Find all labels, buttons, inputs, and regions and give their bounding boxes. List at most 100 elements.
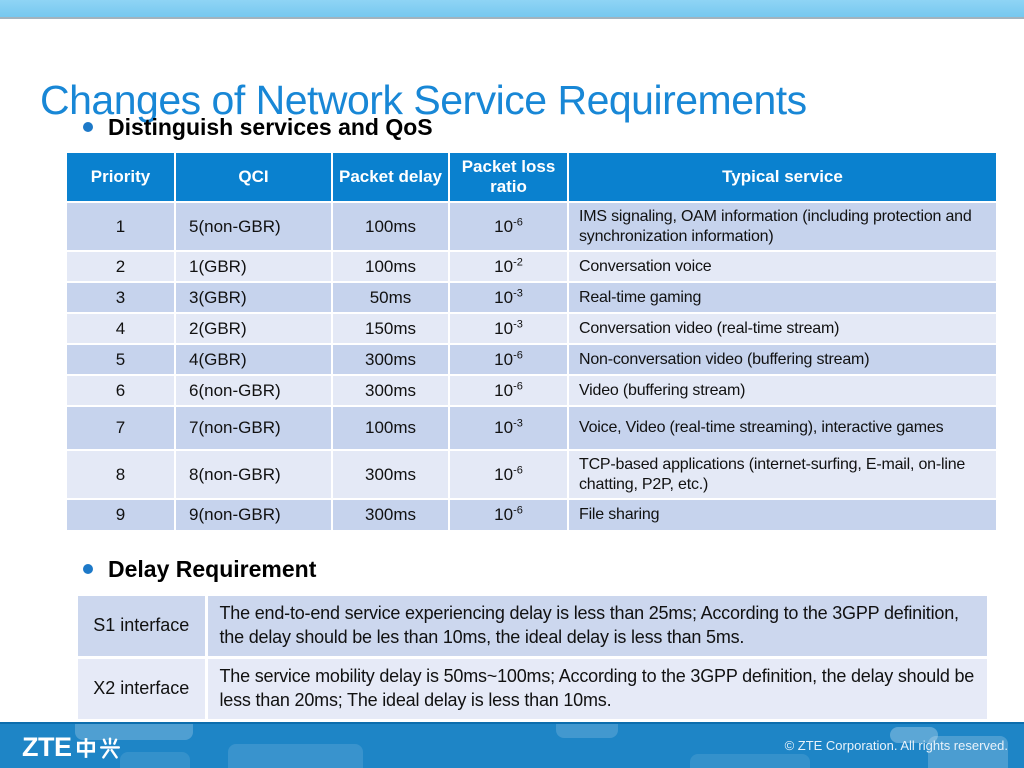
qos-cell-priority: 5	[66, 343, 176, 376]
qos-cell-delay: 300ms	[331, 343, 450, 376]
loss-exponent: -2	[513, 255, 523, 268]
qos-cell-delay: 300ms	[331, 498, 450, 531]
qos-cell-delay: 100ms	[331, 405, 450, 451]
qos-table-row: 5 4(GBR) 300ms 10-6 Non-conversation video (…	[66, 343, 997, 376]
qos-cell-service: Voice, Video (real-time streaming), inte…	[567, 405, 997, 451]
footer-decoration	[228, 744, 363, 768]
qos-cell-qci: 8(non-GBR)	[174, 449, 333, 500]
qos-cell-qci: 9(non-GBR)	[174, 498, 333, 531]
qos-cell-service: Non-conversation video (buffering stream…	[567, 343, 997, 376]
loss-exponent: -3	[513, 317, 523, 330]
qos-cell-priority: 7	[66, 405, 176, 451]
qos-cell-service: Conversation video (real-time stream)	[567, 312, 997, 345]
delay-table-row: X2 interface The service mobility delay i…	[76, 655, 989, 721]
qos-cell-delay: 100ms	[331, 250, 450, 283]
footer-decoration	[928, 736, 1008, 768]
zte-logo-text: ZTE	[22, 732, 72, 762]
loss-exponent: -3	[513, 417, 523, 430]
qos-cell-delay: 100ms	[331, 201, 450, 252]
qos-header-packet-delay: Packet delay	[331, 152, 450, 203]
qos-header-qci: QCI	[174, 152, 333, 203]
qos-table-row: 6 6(non-GBR) 300ms 10-6 Video (buffering str…	[66, 374, 997, 407]
copyright-text: © ZTE Corporation. All rights reserved.	[784, 738, 1008, 753]
section-heading-qos: Distinguish services and QoS	[83, 114, 433, 141]
qos-cell-delay: 300ms	[331, 449, 450, 500]
qos-table-header: Priority QCI Packet delay Packet loss ra…	[66, 152, 997, 203]
qos-cell-loss: 10-2	[448, 250, 569, 283]
qos-table-row: 4 2(GBR) 150ms 10-3 Conversation video (real…	[66, 312, 997, 345]
qos-cell-loss: 10-6	[448, 201, 569, 252]
qos-cell-service: IMS signaling, OAM information (includin…	[567, 201, 997, 252]
footer-decoration	[890, 727, 938, 743]
delay-cell-description: The end-to-end service experiencing dela…	[204, 594, 989, 659]
delay-table: S1 interface The end-to-end service exper…	[76, 594, 989, 721]
loss-exponent: -6	[513, 504, 523, 517]
qos-cell-service: Video (buffering stream)	[567, 374, 997, 407]
hanzi-xing-icon	[99, 736, 120, 759]
hanzi-zhong-icon	[76, 737, 95, 758]
delay-table-body: S1 interface The end-to-end service exper…	[76, 594, 989, 721]
qos-cell-qci: 7(non-GBR)	[174, 405, 333, 451]
qos-table-row: 8 8(non-GBR) 300ms 10-6 TCP-based applicatio…	[66, 449, 997, 500]
qos-cell-priority: 2	[66, 250, 176, 283]
section-heading-label: Delay Requirement	[108, 556, 317, 582]
qos-cell-delay: 150ms	[331, 312, 450, 345]
delay-table-row: S1 interface The end-to-end service exper…	[76, 594, 989, 659]
qos-cell-qci: 1(GBR)	[174, 250, 333, 283]
page-title: Changes of Network Service Requirements	[40, 77, 807, 124]
qos-table-row: 3 3(GBR) 50ms 10-3 Real-time gaming	[66, 281, 997, 314]
footer-decoration	[120, 752, 190, 768]
qos-table-row: 2 1(GBR) 100ms 10-2 Conversation voice	[66, 250, 997, 283]
delay-cell-interface: X2 interface	[76, 655, 208, 721]
bullet-icon	[83, 564, 93, 574]
qos-header-priority: Priority	[66, 152, 176, 203]
qos-cell-delay: 300ms	[331, 374, 450, 407]
qos-cell-service: Conversation voice	[567, 250, 997, 283]
qos-header-typical-service: Typical service	[567, 152, 997, 203]
section-heading-delay: Delay Requirement	[83, 556, 316, 583]
qos-cell-priority: 3	[66, 281, 176, 314]
qos-cell-priority: 1	[66, 201, 176, 252]
qos-table-row: 9 9(non-GBR) 300ms 10-6 File sharing	[66, 498, 997, 531]
zte-logo: ZTE	[22, 732, 121, 763]
footer-bar: ZTE © ZTE Corporation. All rights reserv…	[0, 722, 1024, 768]
qos-cell-loss: 10-3	[448, 281, 569, 314]
qos-header-row: Priority QCI Packet delay Packet loss ra…	[66, 152, 997, 203]
qos-cell-loss: 10-6	[448, 498, 569, 531]
qos-cell-delay: 50ms	[331, 281, 450, 314]
top-accent-bar	[0, 0, 1024, 19]
delay-cell-interface: S1 interface	[76, 594, 208, 659]
qos-cell-priority: 9	[66, 498, 176, 531]
qos-cell-priority: 6	[66, 374, 176, 407]
qos-header-packet-loss: Packet loss ratio	[448, 152, 569, 203]
qos-cell-service: Real-time gaming	[567, 281, 997, 314]
qos-table-body: 1 5(non-GBR) 100ms 10-6 IMS signaling, OAM i…	[66, 201, 997, 531]
qos-cell-service: TCP-based applications (internet-surfing…	[567, 449, 997, 500]
qos-cell-loss: 10-6	[448, 449, 569, 500]
qos-cell-priority: 4	[66, 312, 176, 345]
footer-decoration	[75, 724, 193, 740]
bullet-icon	[83, 122, 93, 132]
loss-exponent: -6	[513, 379, 523, 392]
zte-hanzi-icon	[75, 736, 121, 759]
loss-exponent: -6	[513, 215, 523, 228]
qos-cell-qci: 6(non-GBR)	[174, 374, 333, 407]
qos-table: Priority QCI Packet delay Packet loss ra…	[66, 152, 997, 531]
footer-decoration	[690, 754, 810, 768]
delay-cell-description: The service mobility delay is 50ms~100ms…	[204, 655, 989, 721]
section-heading-label: Distinguish services and QoS	[108, 114, 433, 140]
footer-decoration	[556, 724, 618, 738]
qos-cell-qci: 4(GBR)	[174, 343, 333, 376]
qos-cell-loss: 10-6	[448, 343, 569, 376]
loss-exponent: -6	[513, 348, 523, 361]
qos-cell-loss: 10-3	[448, 312, 569, 345]
qos-cell-priority: 8	[66, 449, 176, 500]
loss-exponent: -3	[513, 286, 523, 299]
qos-table-row: 7 7(non-GBR) 100ms 10-3 Voice, Video (real-t…	[66, 405, 997, 451]
loss-exponent: -6	[513, 463, 523, 476]
qos-table-row: 1 5(non-GBR) 100ms 10-6 IMS signaling, OAM i…	[66, 201, 997, 252]
qos-cell-qci: 5(non-GBR)	[174, 201, 333, 252]
qos-cell-qci: 3(GBR)	[174, 281, 333, 314]
qos-cell-loss: 10-3	[448, 405, 569, 451]
qos-cell-qci: 2(GBR)	[174, 312, 333, 345]
